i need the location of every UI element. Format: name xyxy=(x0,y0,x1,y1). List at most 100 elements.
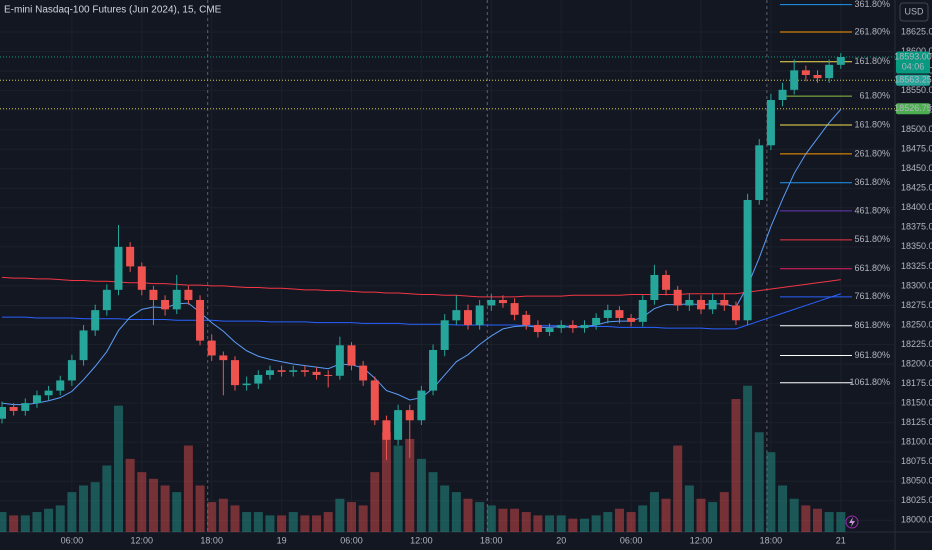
volume-bar xyxy=(102,465,112,532)
volume-bar xyxy=(661,498,671,532)
candle-body xyxy=(592,317,601,325)
volume-bar xyxy=(580,518,589,532)
price-label-box xyxy=(896,74,930,86)
volume-bar xyxy=(55,505,65,532)
candle-body xyxy=(359,365,368,381)
volume-bar xyxy=(766,452,776,532)
volume-bar xyxy=(218,498,228,532)
volume-bar xyxy=(836,512,846,532)
volume-bar xyxy=(20,515,30,532)
volume-bar xyxy=(789,498,799,532)
y-tick-label: 18550.00 xyxy=(901,85,932,95)
y-tick-label: 18050.00 xyxy=(901,476,932,486)
fib-label: 361.80% xyxy=(854,177,890,187)
fib-label: 261.80% xyxy=(854,148,890,158)
candle-body xyxy=(9,407,18,411)
alert-icon[interactable] xyxy=(845,515,859,529)
fib-label: 661.80% xyxy=(854,263,890,273)
volume-bar xyxy=(545,515,555,532)
y-tick-label: 18325.00 xyxy=(901,261,932,271)
candle-body xyxy=(335,345,344,376)
x-tick-label: 12:00 xyxy=(690,535,713,545)
fib-label: 1061.80% xyxy=(849,377,890,387)
candle-body xyxy=(242,383,251,386)
price-label: 18526.75 xyxy=(894,103,932,113)
candle-body xyxy=(498,299,507,304)
candle-body xyxy=(405,410,414,421)
candle-body xyxy=(743,199,752,321)
volume-bar xyxy=(486,505,496,532)
x-tick-label: 06:00 xyxy=(620,535,643,545)
volume-bar xyxy=(743,385,753,532)
candle-body xyxy=(487,299,496,306)
volume-bar xyxy=(754,432,764,532)
x-tick-label: 18:00 xyxy=(200,535,223,545)
fib-label: 161.80% xyxy=(854,56,890,66)
currency[interactable]: USD xyxy=(904,6,924,16)
candle-body xyxy=(300,370,309,372)
fib-label: 61.80% xyxy=(859,90,890,100)
candle-body xyxy=(277,370,286,372)
candle-body xyxy=(32,395,41,404)
plot: 361.80% 261.80% 161.80% 61.80% 161.80% 261.80… xyxy=(0,0,895,532)
candle-body xyxy=(231,360,239,386)
candle-body xyxy=(720,299,729,306)
y-tick-label: 18225.00 xyxy=(901,339,932,349)
y-tick-label: 18500.00 xyxy=(901,124,932,134)
chart-title: E-mini Nasdaq-100 Futures (Jun 2024), 15… xyxy=(4,5,222,16)
candle-body xyxy=(464,310,472,325)
candle-body xyxy=(755,145,764,200)
y-tick-label: 18375.00 xyxy=(901,222,932,232)
candle-body xyxy=(114,246,123,290)
candle-body xyxy=(790,70,799,90)
candle-body xyxy=(172,289,181,310)
volume-bar xyxy=(463,498,473,532)
volume-bar xyxy=(358,505,368,532)
candle-body xyxy=(673,289,682,306)
volume-bar xyxy=(510,508,520,532)
volume-bar xyxy=(719,492,729,532)
x-tick-label: 06:00 xyxy=(340,535,363,545)
y-tick-label: 18300.00 xyxy=(901,280,932,290)
volume-bar xyxy=(32,512,42,532)
candle-body xyxy=(149,289,158,300)
volume-bar xyxy=(731,399,741,532)
volume-bar xyxy=(195,485,205,532)
y-tick-label: 18450.00 xyxy=(901,163,932,173)
volume-bar xyxy=(300,515,310,532)
volume-bar xyxy=(67,492,77,532)
candle-body xyxy=(627,317,636,322)
volume-bar xyxy=(323,512,333,532)
volume-bar xyxy=(0,512,7,532)
candle-body xyxy=(102,289,111,311)
y-tick-label: 18625.00 xyxy=(901,26,932,36)
volume-bar xyxy=(428,472,438,532)
y-tick-label: 18100.00 xyxy=(901,437,932,447)
candle-body xyxy=(347,345,356,366)
candle-body xyxy=(685,299,694,306)
volume-bar xyxy=(813,508,822,532)
volume-bar xyxy=(440,485,450,532)
volume-bar xyxy=(824,512,834,532)
x-tick-label: 18:00 xyxy=(480,535,503,545)
fib-label: 861.80% xyxy=(854,320,890,330)
candle-body xyxy=(67,360,76,381)
currency-box[interactable] xyxy=(899,2,929,22)
fib-label: 961.80% xyxy=(854,350,890,360)
volume-bar xyxy=(172,492,182,532)
volume-bar xyxy=(207,502,217,532)
volume-bar xyxy=(451,492,461,532)
volume-bar xyxy=(114,405,123,532)
volume-bar xyxy=(288,512,298,532)
alert-icon-bolt xyxy=(849,517,855,527)
candle-body xyxy=(825,64,834,79)
y-tick-label: 18150.00 xyxy=(901,397,932,407)
candle-body xyxy=(603,310,612,318)
moving-average xyxy=(2,293,841,330)
volume-bar xyxy=(393,445,403,532)
x-tick-label: 06:00 xyxy=(61,535,84,545)
x-tick-label: 18:00 xyxy=(760,535,783,545)
y-tick-label: 18400.00 xyxy=(901,202,932,212)
